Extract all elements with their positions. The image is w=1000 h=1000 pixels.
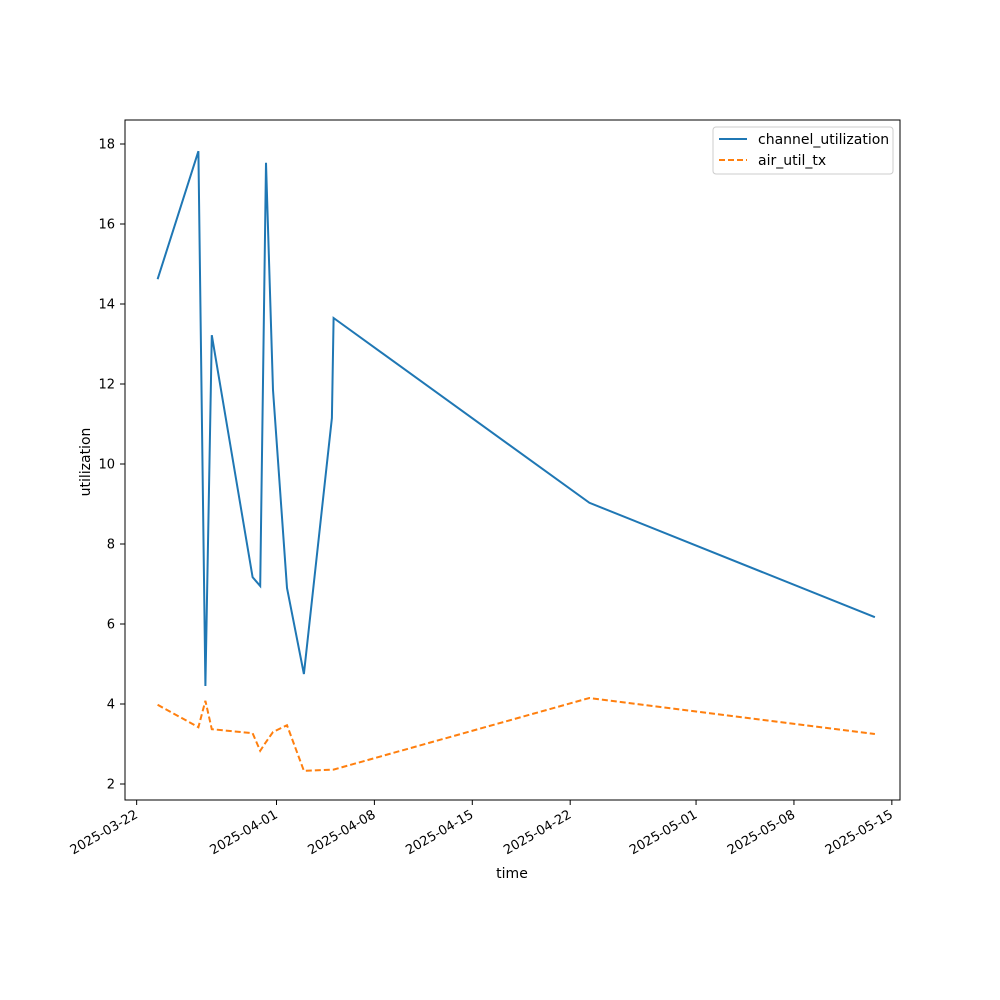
y-tick-label: 10 [98,458,115,473]
legend-label-air_util_tx: air_util_tx [758,153,826,169]
y-tick-label: 12 [98,378,115,393]
x-axis-label: time [496,866,528,882]
y-axis-ticks: 2 4 6 8 10 12 14 16 18 [98,138,125,793]
legend: channel_utilization air_util_tx [712,126,894,175]
y-tick-label: 8 [107,538,115,553]
y-tick-label: 18 [98,138,115,153]
series-lines [156,150,876,772]
y-axis-label: utilization [78,428,94,497]
y-tick-label: 4 [107,698,115,713]
y-tick-label: 2 [107,778,115,793]
series-line-channel_utilization [156,150,876,687]
y-tick-label: 6 [107,618,115,633]
series-line-air_util_tx [157,696,876,772]
y-tick-label: 16 [98,218,115,233]
legend-label-channel_utilization: channel_utilization [758,132,889,148]
y-tick-label: 14 [98,298,115,313]
plot-frame [124,119,901,801]
legend-box [712,126,894,175]
